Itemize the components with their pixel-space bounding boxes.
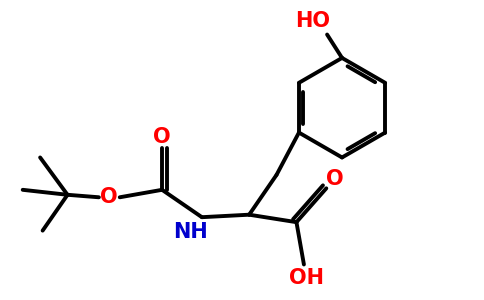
Text: O: O	[153, 127, 171, 147]
Text: HO: HO	[295, 11, 330, 31]
Text: O: O	[100, 187, 118, 207]
Text: NH: NH	[174, 222, 208, 242]
Text: O: O	[326, 169, 344, 189]
Text: OH: OH	[289, 268, 324, 288]
